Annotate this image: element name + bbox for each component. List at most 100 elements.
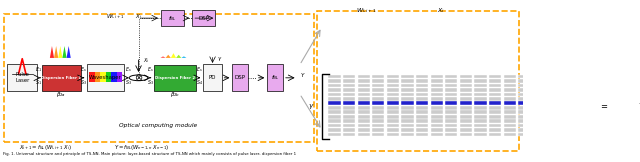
Bar [416,128,428,132]
Bar [474,119,486,123]
Bar [358,124,370,127]
Bar [387,110,399,114]
Bar [474,133,486,136]
Bar [401,97,413,101]
Text: $S_3$: $S_3$ [80,79,87,87]
Bar [615,115,627,119]
Bar [518,75,531,78]
Bar [416,88,428,92]
Bar [372,128,385,132]
Bar [474,101,486,105]
Bar [89,72,95,82]
Polygon shape [161,56,166,58]
Text: DSP: DSP [235,75,246,80]
Bar [577,110,589,114]
Bar [387,101,399,105]
Bar [533,106,545,110]
Bar [401,110,413,114]
Text: $f_{NL}$: $f_{NL}$ [168,14,177,23]
Bar [431,110,443,114]
Bar [372,115,385,119]
Bar [445,115,458,119]
Bar [547,88,560,92]
Bar [533,79,545,83]
Bar [504,84,516,87]
Text: $E_s$: $E_s$ [147,65,154,74]
Bar [504,106,516,110]
Bar [504,101,516,105]
Bar [533,88,545,92]
Bar [518,124,531,127]
Text: $S_3$: $S_3$ [125,79,132,87]
Bar [547,101,560,105]
Polygon shape [176,55,181,58]
Bar [615,75,627,78]
Bar [358,93,370,96]
FancyBboxPatch shape [7,64,37,91]
Bar [445,133,458,136]
Bar [358,97,370,101]
Bar [416,79,428,83]
Text: $\beta_{2b}$: $\beta_{2b}$ [170,90,180,99]
Bar [343,79,355,83]
Bar [431,106,443,110]
Bar [445,79,458,83]
Bar [343,84,355,87]
Bar [474,79,486,83]
Bar [518,101,531,105]
Bar [343,110,355,114]
Bar [577,101,589,105]
Text: $\gamma$: $\gamma$ [638,101,640,110]
Bar [358,75,370,78]
Text: Dispersion Fiber 1: Dispersion Fiber 1 [41,76,81,80]
Bar [489,97,501,101]
Bar [431,97,443,101]
Bar [387,75,399,78]
Bar [358,101,370,105]
Bar [474,75,486,78]
Bar [328,106,340,110]
Bar [489,128,501,132]
Bar [416,97,428,101]
Bar [431,84,443,87]
Bar [100,72,106,82]
Bar [547,119,560,123]
Bar [401,84,413,87]
Bar [615,106,627,110]
Bar [328,133,340,136]
Bar [445,93,458,96]
Bar [518,128,531,132]
Bar [358,110,370,114]
Bar [615,110,627,114]
Bar [416,75,428,78]
Bar [372,119,385,123]
Bar [460,101,472,105]
Bar [416,93,428,96]
Bar [328,101,340,105]
Bar [445,101,458,105]
Bar [577,115,589,119]
Bar [547,93,560,96]
Bar [343,124,355,127]
Bar [387,79,399,83]
Bar [615,101,627,105]
Bar [474,84,486,87]
Bar [577,106,589,110]
Bar [489,119,501,123]
Bar [615,128,627,132]
Bar [577,75,589,78]
Text: $E_s$: $E_s$ [125,65,131,74]
Bar [401,88,413,92]
Bar [504,93,516,96]
Bar [431,93,443,96]
Bar [372,93,385,96]
Bar [387,93,399,96]
Polygon shape [166,55,171,58]
Bar [504,124,516,127]
Text: $S_4$: $S_4$ [196,79,203,87]
Bar [547,133,560,136]
Text: $X_i$: $X_i$ [436,6,444,15]
Bar [431,124,443,127]
Bar [445,88,458,92]
Bar [504,88,516,92]
